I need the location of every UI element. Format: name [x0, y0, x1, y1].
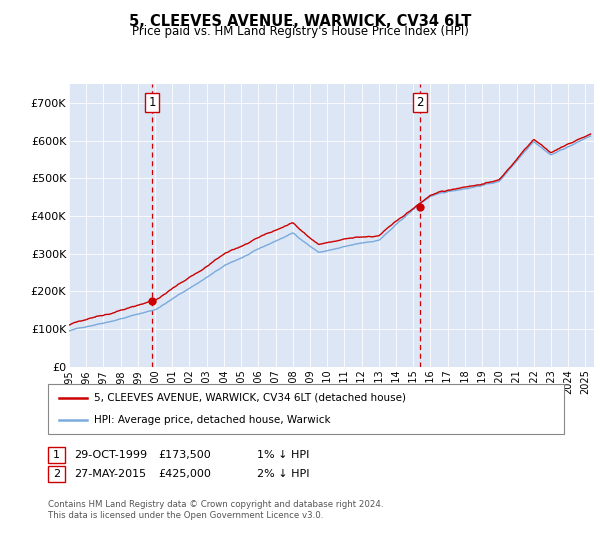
Text: HPI: Average price, detached house, Warwick: HPI: Average price, detached house, Warw… [94, 415, 331, 425]
Text: 2% ↓ HPI: 2% ↓ HPI [257, 469, 310, 479]
Text: 1: 1 [53, 450, 60, 460]
Text: 29-OCT-1999: 29-OCT-1999 [74, 450, 147, 460]
Text: Price paid vs. HM Land Registry's House Price Index (HPI): Price paid vs. HM Land Registry's House … [131, 25, 469, 38]
Text: 2: 2 [416, 96, 424, 109]
Text: £425,000: £425,000 [158, 469, 211, 479]
Text: 2: 2 [53, 469, 60, 479]
Text: 27-MAY-2015: 27-MAY-2015 [74, 469, 146, 479]
Text: 1: 1 [148, 96, 156, 109]
Text: 1% ↓ HPI: 1% ↓ HPI [257, 450, 309, 460]
Text: 5, CLEEVES AVENUE, WARWICK, CV34 6LT: 5, CLEEVES AVENUE, WARWICK, CV34 6LT [129, 14, 471, 29]
Text: Contains HM Land Registry data © Crown copyright and database right 2024.
This d: Contains HM Land Registry data © Crown c… [48, 500, 383, 520]
Text: 5, CLEEVES AVENUE, WARWICK, CV34 6LT (detached house): 5, CLEEVES AVENUE, WARWICK, CV34 6LT (de… [94, 393, 406, 403]
Text: £173,500: £173,500 [158, 450, 211, 460]
